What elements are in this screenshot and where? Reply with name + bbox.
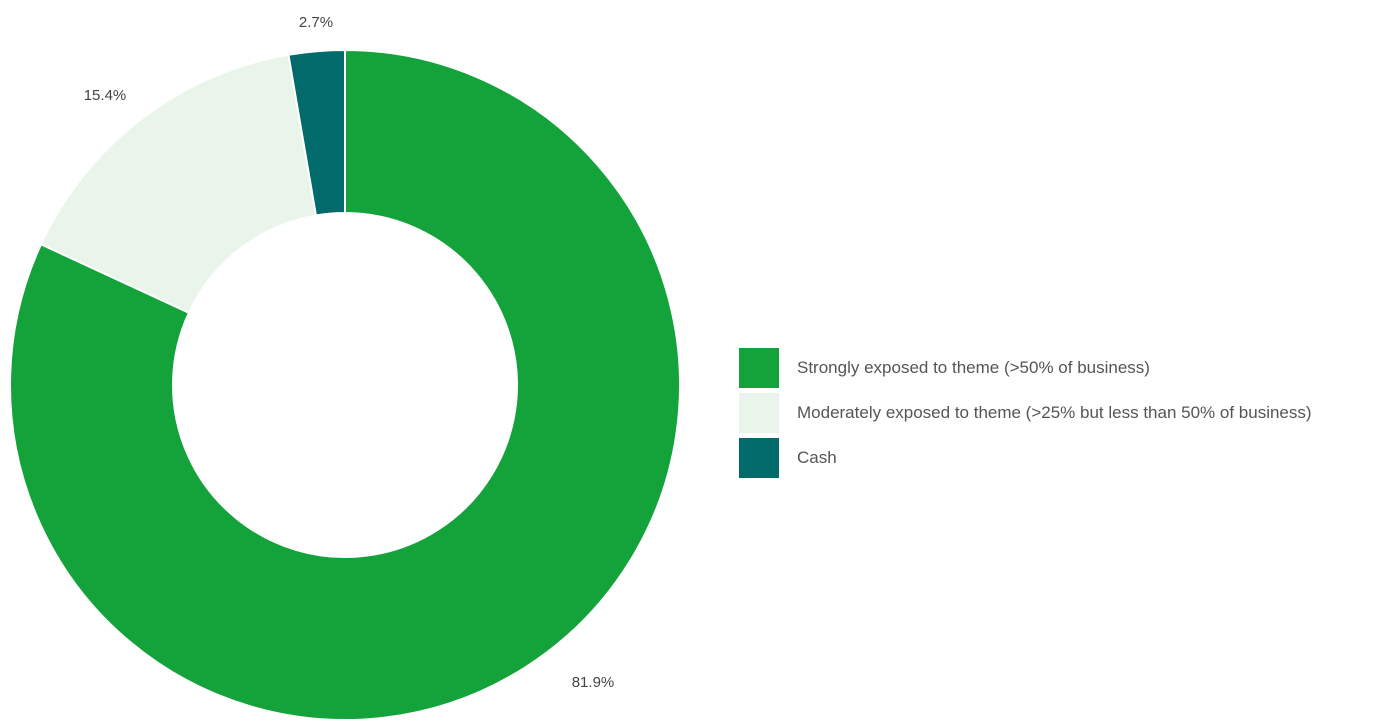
- legend-item-cash: Cash: [739, 438, 1379, 478]
- data-label-strongly-exposed: 81.9%: [572, 674, 615, 691]
- chart-legend: Strongly exposed to theme (>50% of busin…: [739, 348, 1379, 483]
- legend-item-strongly-exposed: Strongly exposed to theme (>50% of busin…: [739, 348, 1379, 388]
- legend-label: Strongly exposed to theme (>50% of busin…: [797, 358, 1150, 377]
- slice-strongly-exposed: [9, 48, 681, 721]
- data-label-moderately-exposed: 15.4%: [84, 87, 127, 104]
- legend-label: Moderately exposed to theme (>25% but le…: [797, 403, 1312, 422]
- slice-cash: [287, 48, 346, 217]
- legend-item-moderately-exposed: Moderately exposed to theme (>25% but le…: [739, 393, 1379, 433]
- slice-moderately-exposed: [39, 53, 318, 315]
- legend-swatch: [739, 348, 779, 388]
- data-label-cash: 2.7%: [299, 14, 333, 31]
- donut-slices: [9, 48, 681, 721]
- data-labels: 81.9% 15.4% 2.7%: [84, 14, 615, 691]
- legend-swatch: [739, 438, 779, 478]
- legend-swatch: [739, 393, 779, 433]
- legend-label: Cash: [797, 448, 837, 467]
